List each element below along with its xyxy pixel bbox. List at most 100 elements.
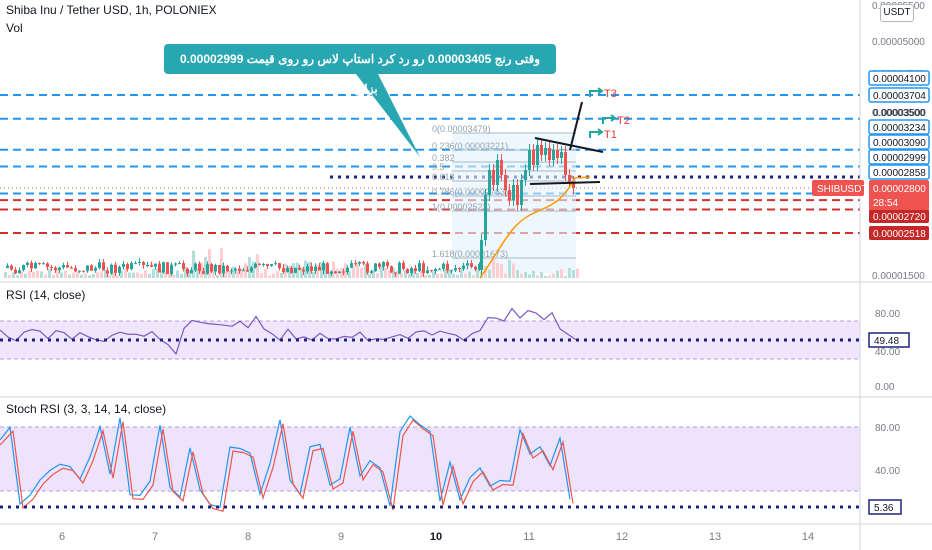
candle-body [258,263,261,265]
volume-bar [68,274,71,278]
candle-body [138,262,141,264]
candle-body [134,263,137,265]
volume-bar [436,273,439,278]
volume-bar [360,267,363,278]
volume-bar [500,264,503,278]
volume-bar [352,266,355,278]
volume-bar [128,272,131,278]
candle-body [158,263,161,273]
candle-body [118,266,121,273]
stoch-axis-tick: 40.00 [875,466,900,477]
volume-bar [36,270,39,278]
candle-body [414,268,417,272]
volume-bar [484,265,487,278]
candle-body [18,270,21,274]
volume-bar [496,262,499,278]
volume-bar [136,272,139,278]
fib-level-label: 0.236(0.00003221) [432,141,508,151]
fib-level-label: 0.618 [432,172,455,182]
candle-body [6,265,9,268]
volume-bar [180,273,183,278]
stoch-rsi-pane[interactable] [0,415,860,513]
candle-body [402,262,405,269]
volume-bar [444,268,447,278]
volume-bar [56,268,59,278]
chart-title: Shiba Inu / Tether USD, 1h, POLONIEX [6,3,217,17]
level-tag [868,164,930,180]
volume-bar [328,271,331,278]
callout-pointer [356,74,420,157]
candle-body [568,175,571,182]
volume-bar [504,273,507,278]
candle-body [286,268,289,273]
current-price-label: 0.00002800 [873,184,926,195]
candle-body [14,269,17,274]
moving-average-line [479,176,591,279]
level-tag-label: 0.00004100 [873,74,926,85]
rsi-pane[interactable] [0,307,860,360]
candle-body [150,264,153,267]
candle-body [110,264,113,274]
volume-bar [212,265,215,278]
candle-body [314,266,317,272]
candle-body [270,264,273,267]
volume-bar [376,273,379,278]
countdown-label: 28:54 [873,198,898,209]
volume-bar [540,272,543,278]
currency-button[interactable]: USDT [880,4,914,22]
candle-body [10,265,13,270]
volume-bar [200,262,203,278]
level-tag-label: 0.00002999 [873,153,926,164]
candle-body [190,269,193,274]
level-tag-label: 0.00003090 [873,138,926,149]
volume-bar [448,269,451,278]
volume-bar [548,275,551,278]
breakout-line [569,101,583,151]
volume-bar [260,273,263,278]
candle-body [90,265,93,271]
candle-body [346,267,349,273]
candle-body [322,263,325,271]
candle-body [22,264,25,271]
volume-bar [108,274,111,278]
candle-body [488,170,491,195]
candle-body [250,267,253,272]
volume-bar [88,275,91,278]
volume-bar [396,270,399,278]
volume-bar [404,270,407,278]
volume-bar [248,257,251,278]
triangle-upper-line [534,137,604,153]
price-pane[interactable]: 0(0.00003479)0.236(0.00003221)0.3820.50.… [0,74,860,279]
fib-level-label: 0.382 [432,153,455,163]
candle-body [290,268,293,273]
candle-body [86,265,89,272]
level-tag-label: 0.00003234 [873,123,926,134]
candle-body [520,180,523,205]
stoch-k-line [0,415,571,509]
volume-bar [420,269,423,278]
target-arrow [589,128,604,138]
volume-bar [572,269,575,278]
candle-body [230,270,233,272]
current-symbol-label: SHIBUSDT [817,184,868,195]
level-tag [869,209,929,223]
candle-body [50,266,53,268]
candle-body [62,265,65,268]
candle-body [426,270,429,274]
candle-body [430,270,433,272]
target-label: T1 [604,129,617,141]
candle-body [254,263,257,268]
candle-body [242,270,245,272]
candle-body [354,263,357,265]
volume-bar [60,272,63,278]
candle-body [174,263,177,265]
candle-body [318,266,321,271]
candle-body [564,152,567,175]
stoch-value-tag [868,499,902,515]
volume-bar [412,268,415,278]
candle-body [146,264,149,266]
candle-body [418,263,421,272]
fib-level-label: 1(0.00002523) [432,202,491,212]
